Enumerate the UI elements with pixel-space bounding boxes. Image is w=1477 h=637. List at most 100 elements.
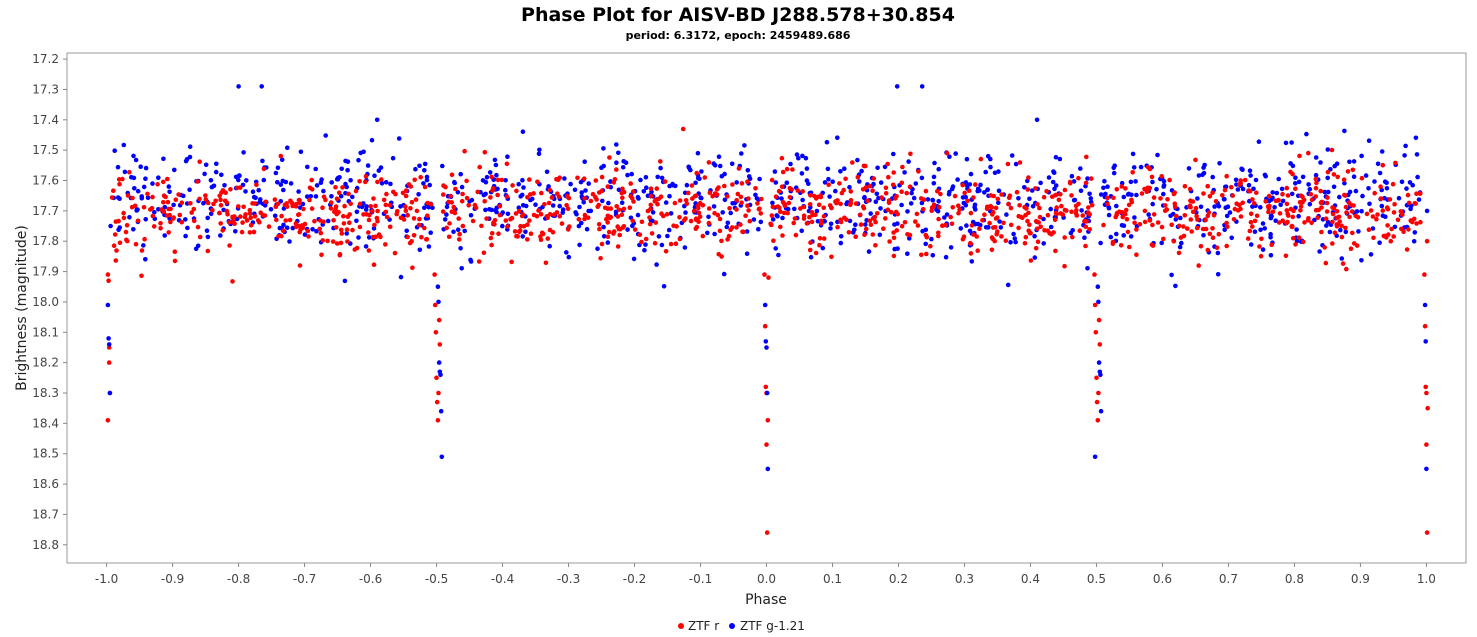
data-point-ztf-g (1248, 173, 1253, 178)
data-point-ztf-r (482, 149, 488, 155)
data-point-ztf-r (1342, 192, 1347, 198)
x-axis-label: Phase (745, 592, 787, 608)
data-point-ztf-g (1078, 188, 1084, 194)
data-point-ztf-r (305, 228, 311, 234)
data-point-ztf-r (885, 161, 890, 167)
data-point-ztf-r (346, 191, 351, 197)
data-point-ztf-g (208, 178, 214, 183)
data-point-ztf-g (943, 254, 949, 260)
data-point-ztf-r (1378, 184, 1383, 189)
data-point-ztf-g (764, 345, 769, 350)
data-point-ztf-r (753, 186, 758, 191)
data-point-ztf-r (605, 220, 610, 225)
data-point-ztf-g (436, 360, 442, 365)
data-point-ztf-g (859, 168, 864, 174)
data-point-ztf-g (601, 234, 607, 239)
data-point-ztf-g (1416, 197, 1422, 202)
data-point-ztf-r (189, 210, 194, 215)
data-point-ztf-g (1112, 163, 1117, 168)
data-point-ztf-r (197, 196, 202, 202)
data-point-ztf-r (857, 212, 863, 218)
data-point-ztf-r (1200, 226, 1206, 232)
data-point-ztf-r (1368, 208, 1374, 213)
data-point-ztf-g (1169, 272, 1174, 278)
data-point-ztf-r (379, 177, 384, 182)
data-point-ztf-r (497, 203, 503, 209)
data-point-ztf-r (1269, 242, 1274, 248)
data-point-ztf-r (793, 232, 799, 238)
data-point-ztf-r (1181, 224, 1186, 229)
data-point-ztf-g (358, 150, 364, 156)
data-point-ztf-r (1126, 202, 1132, 208)
data-point-ztf-r (251, 229, 257, 235)
data-point-ztf-g (794, 152, 800, 157)
data-point-ztf-r (367, 212, 372, 218)
data-point-ztf-r (1332, 230, 1338, 235)
data-point-ztf-g (1051, 169, 1056, 174)
data-point-ztf-g (605, 240, 611, 245)
data-point-ztf-g (422, 168, 427, 173)
data-point-ztf-g (1288, 161, 1293, 166)
data-point-ztf-r (1123, 186, 1128, 191)
data-point-ztf-g (919, 84, 925, 89)
data-point-ztf-g (623, 160, 629, 165)
data-point-ztf-g (313, 166, 319, 172)
data-point-ztf-g (117, 196, 122, 201)
data-point-ztf-g (1343, 229, 1349, 235)
data-point-ztf-g (503, 187, 508, 193)
data-point-ztf-r (1056, 197, 1062, 203)
data-point-ztf-r (649, 231, 655, 236)
data-point-ztf-r (1159, 174, 1164, 179)
data-point-ztf-g (1101, 185, 1106, 191)
data-point-ztf-r (1414, 221, 1419, 226)
data-point-ztf-r (863, 185, 869, 190)
data-point-ztf-r (333, 225, 339, 230)
data-point-ztf-r (1276, 220, 1282, 225)
data-point-ztf-r (710, 194, 715, 199)
data-point-ztf-r (1331, 172, 1337, 177)
data-point-ztf-g (863, 222, 868, 227)
y-tick-label: 17.4 (32, 113, 59, 127)
data-point-ztf-r (905, 232, 910, 237)
data-point-ztf-r (1027, 222, 1032, 228)
data-point-ztf-r (536, 208, 541, 213)
x-tick-label: -1.0 (95, 572, 118, 586)
data-point-ztf-r (203, 193, 208, 198)
data-point-ztf-r (1188, 204, 1193, 210)
data-point-ztf-r (674, 224, 679, 229)
data-point-ztf-r (165, 199, 171, 205)
data-point-ztf-r (1044, 189, 1049, 194)
data-point-ztf-g (1128, 179, 1134, 185)
data-point-ztf-r (1355, 215, 1361, 220)
data-point-ztf-r (700, 233, 706, 239)
data-point-ztf-g (107, 390, 113, 396)
data-point-ztf-r (418, 175, 424, 180)
data-point-ztf-r (611, 231, 616, 236)
data-point-ztf-r (332, 209, 337, 215)
data-point-ztf-g (1159, 240, 1164, 246)
data-point-ztf-r (179, 200, 185, 205)
data-point-ztf-r (106, 278, 111, 284)
data-point-ztf-r (648, 186, 654, 191)
data-point-ztf-g (1215, 250, 1221, 256)
data-point-ztf-g (1227, 210, 1233, 215)
data-point-ztf-g (1304, 131, 1309, 137)
data-point-ztf-r (627, 205, 633, 210)
data-point-ztf-r (518, 223, 523, 229)
data-point-ztf-r (117, 240, 123, 246)
data-point-ztf-r (368, 204, 374, 209)
data-point-ztf-r (241, 204, 246, 210)
data-point-ztf-r (1302, 220, 1307, 225)
data-point-ztf-r (248, 222, 254, 228)
data-point-ztf-r (620, 195, 625, 201)
data-point-ztf-g (1280, 198, 1286, 204)
data-point-ztf-g (1367, 201, 1372, 207)
data-point-ztf-g (919, 200, 925, 206)
data-point-ztf-r (691, 208, 697, 214)
data-point-ztf-r (614, 204, 619, 209)
data-point-ztf-r (597, 226, 602, 232)
data-point-ztf-r (1350, 230, 1355, 236)
data-point-ztf-r (479, 223, 484, 229)
data-point-ztf-r (339, 231, 345, 236)
data-point-ztf-r (593, 194, 598, 200)
